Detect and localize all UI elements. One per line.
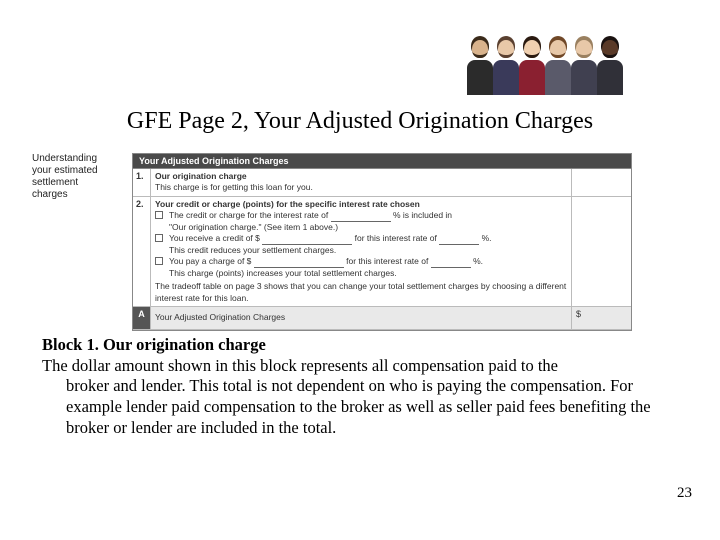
total-letter: A bbox=[133, 307, 151, 328]
opt2c: %. bbox=[482, 233, 492, 243]
checkbox-1[interactable] bbox=[155, 211, 163, 219]
block1-para: The dollar amount shown in this block re… bbox=[42, 356, 678, 439]
opt2a: You receive a credit of $ bbox=[169, 233, 260, 243]
blank-credit[interactable] bbox=[262, 236, 352, 245]
opt1a: The credit or charge for the interest ra… bbox=[169, 210, 328, 220]
person-6 bbox=[595, 40, 625, 95]
row1-amount bbox=[571, 169, 631, 196]
total-amount: $ bbox=[571, 307, 631, 328]
row1-content: Our origination charge This charge is fo… bbox=[151, 169, 571, 196]
row2-tradeoff: The tradeoff table on page 3 shows that … bbox=[155, 281, 567, 304]
para-rest: broker and lender. This total is not dep… bbox=[42, 376, 678, 438]
form-row-total: A Your Adjusted Origination Charges $ bbox=[133, 307, 631, 329]
checkbox-2[interactable] bbox=[155, 234, 163, 242]
body-text: Block 1. Our origination charge The doll… bbox=[42, 335, 678, 438]
blank-rate2[interactable] bbox=[439, 236, 479, 245]
form-row-2: 2. Your credit or charge (points) for th… bbox=[133, 197, 631, 307]
row2-content: Your credit or charge (points) for the s… bbox=[151, 197, 571, 306]
side-l1: Understanding bbox=[32, 153, 97, 164]
blank-rate3[interactable] bbox=[431, 259, 471, 268]
opt3a: You pay a charge of $ bbox=[169, 256, 251, 266]
opt3c: %. bbox=[473, 256, 483, 266]
total-label: Your Adjusted Origination Charges bbox=[151, 307, 571, 328]
opt1c: "Our origination charge." (See item 1 ab… bbox=[169, 222, 338, 232]
gfe-form: Understanding your estimated settlement … bbox=[32, 153, 688, 313]
para-line1: The dollar amount shown in this block re… bbox=[42, 356, 558, 375]
block1-heading: Block 1. Our origination charge bbox=[42, 335, 678, 356]
slide-title: GFE Page 2, Your Adjusted Origination Ch… bbox=[0, 108, 720, 135]
opt2b: for this interest rate of bbox=[355, 233, 437, 243]
opt1b: % is included in bbox=[393, 210, 452, 220]
side-l2: your estimated bbox=[32, 165, 98, 176]
form-table: Your Adjusted Origination Charges 1. Our… bbox=[132, 153, 632, 331]
page-number: 23 bbox=[677, 485, 692, 502]
checkbox-3[interactable] bbox=[155, 257, 163, 265]
row2-option1: The credit or charge for the interest ra… bbox=[155, 210, 567, 233]
row2-title: Your credit or charge (points) for the s… bbox=[155, 199, 420, 209]
side-l4: charges bbox=[32, 189, 68, 200]
blank-rate1[interactable] bbox=[331, 213, 391, 222]
row2-amount bbox=[571, 197, 631, 306]
blank-charge[interactable] bbox=[254, 259, 344, 268]
row1-title: Our origination charge bbox=[155, 171, 247, 181]
opt3d: This charge (points) increases your tota… bbox=[169, 268, 397, 278]
row1-num: 1. bbox=[133, 169, 151, 196]
form-side-label: Understanding your estimated settlement … bbox=[32, 153, 130, 201]
side-l3: settlement bbox=[32, 177, 78, 188]
opt3b: for this interest rate of bbox=[346, 256, 428, 266]
form-header: Your Adjusted Origination Charges bbox=[133, 154, 631, 169]
row2-option3: You pay a charge of $ for this interest … bbox=[155, 256, 567, 279]
people-illustration bbox=[445, 30, 645, 95]
opt2d: This credit reduces your settlement char… bbox=[169, 245, 336, 255]
row1-desc: This charge is for getting this loan for… bbox=[155, 182, 313, 192]
form-row-1: 1. Our origination charge This charge is… bbox=[133, 169, 631, 197]
row2-option2: You receive a credit of $ for this inter… bbox=[155, 233, 567, 256]
row2-num: 2. bbox=[133, 197, 151, 306]
